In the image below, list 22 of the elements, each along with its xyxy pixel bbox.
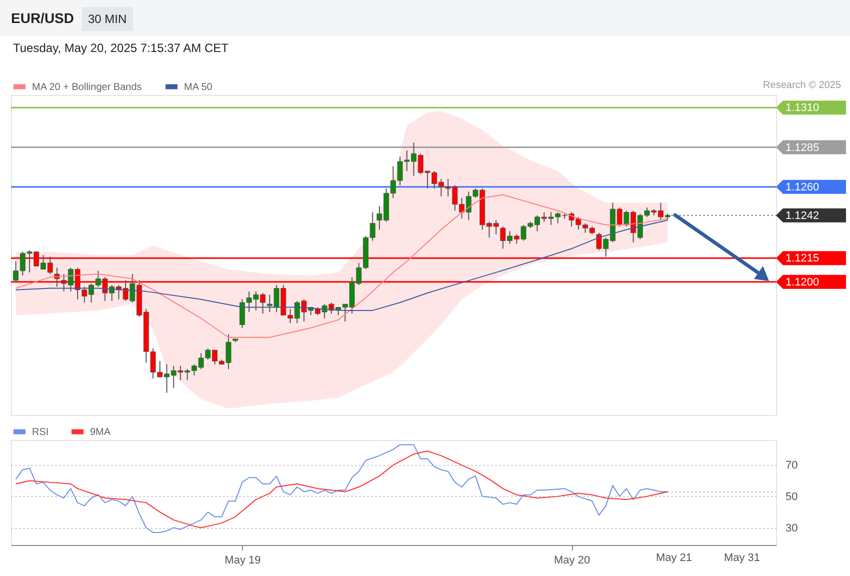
y-tick-label: 70 <box>786 460 798 472</box>
y-tick-label: 1.1310 <box>786 102 820 114</box>
text: Research © 2025 <box>763 80 841 91</box>
chart-title: EUR/USD <box>11 10 74 26</box>
y-tick-label: 1.1285 <box>786 142 820 154</box>
x-tick-label: May 19 <box>224 554 261 566</box>
y-tick-label: 1.1215 <box>786 252 820 265</box>
text: Tuesday, May 20, 2025 7:15:37 AM CET <box>13 41 228 55</box>
legend-label: RSI <box>32 426 49 438</box>
y-tick-label: 50 <box>786 490 798 503</box>
legend-label: MA 20 + Bollinger Bands <box>32 82 142 93</box>
y-tick-label: 1.1200 <box>786 276 820 288</box>
text: May 31 <box>724 552 760 564</box>
x-tick-label: May 20 <box>554 554 590 566</box>
chart-subtitle: 30 MIN <box>82 7 133 31</box>
legend-label: MA 50 <box>184 82 213 93</box>
y-tick-label: 1.1242 <box>786 210 820 222</box>
text: May 21 <box>656 552 692 564</box>
legend-label: 9MA <box>90 426 111 438</box>
y-tick-label: 30 <box>786 522 798 534</box>
line-series <box>15 194 668 338</box>
y-tick-label: 1.1260 <box>786 181 820 194</box>
